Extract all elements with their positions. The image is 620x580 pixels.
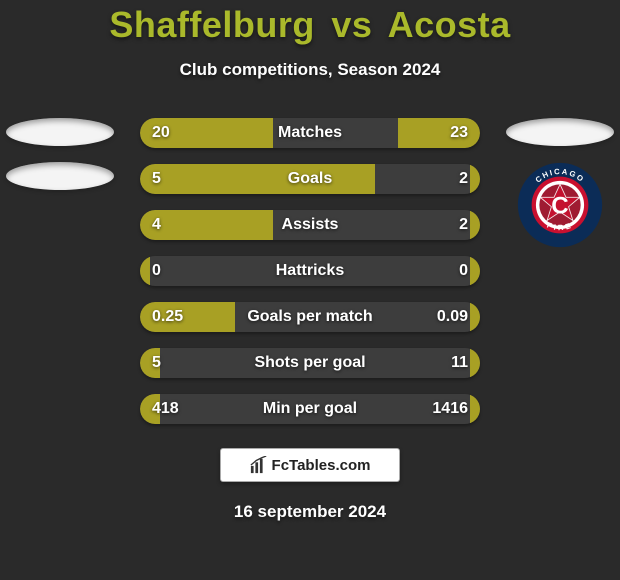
stat-value-right: 0.09 — [437, 302, 468, 332]
stats-container: Matches2023 Goals52 Assists42 Hattricks0 0 Go… — [140, 118, 480, 440]
stat-value-right: 2 — [459, 164, 468, 194]
stat-row: Shots per goal511 — [140, 348, 480, 378]
brand-chart-icon — [250, 456, 268, 474]
right-ellipse-1 — [506, 118, 614, 146]
logo-center-letter: C — [551, 193, 568, 220]
stat-row: Goals52 — [140, 164, 480, 194]
stat-label: Hattricks — [140, 256, 480, 286]
stat-bar-left — [140, 348, 160, 378]
subtitle: Club competitions, Season 2024 — [0, 60, 620, 80]
stat-bar-left — [140, 118, 273, 148]
stat-bar-right — [470, 164, 480, 194]
stat-value-right: 1416 — [432, 394, 468, 424]
stat-row: Assists42 — [140, 210, 480, 240]
left-badges — [0, 110, 120, 206]
stat-bar-right — [470, 256, 480, 286]
brand-text: FcTables.com — [272, 457, 371, 474]
left-ellipse-1 — [6, 118, 114, 146]
stat-bar-left — [140, 302, 235, 332]
title-player1: Shaffelburg — [109, 4, 315, 45]
stat-bar-left — [140, 256, 150, 286]
stat-bar-right — [470, 302, 480, 332]
date-line: 16 september 2024 — [0, 502, 620, 522]
comparison-card: Shaffelburg vs Acosta Club competitions,… — [0, 0, 620, 580]
club-logo-right: C CHICAGO FIRE — [517, 162, 603, 248]
stat-label: Shots per goal — [140, 348, 480, 378]
title-player2: Acosta — [388, 4, 511, 45]
stat-bar-left — [140, 164, 375, 194]
stat-row: Goals per match0.250.09 — [140, 302, 480, 332]
stat-bar-right — [470, 348, 480, 378]
stat-row: Matches2023 — [140, 118, 480, 148]
page-title: Shaffelburg vs Acosta — [0, 4, 620, 46]
stat-value-right: 0 — [459, 256, 468, 286]
stat-bar-right — [470, 394, 480, 424]
stat-value-right: 2 — [459, 210, 468, 240]
title-vs: vs — [331, 4, 372, 45]
stat-bar-left — [140, 394, 160, 424]
stat-bar-right — [398, 118, 480, 148]
stat-bar-right — [470, 210, 480, 240]
brand-box[interactable]: FcTables.com — [220, 448, 400, 482]
right-badges: C CHICAGO FIRE — [500, 110, 620, 248]
stat-value-right: 11 — [451, 348, 468, 378]
stat-label: Min per goal — [140, 394, 480, 424]
stat-row: Hattricks0 0 — [140, 256, 480, 286]
stat-row: Min per goal4181416 — [140, 394, 480, 424]
left-ellipse-2 — [6, 162, 114, 190]
chicago-fire-logo-icon: C CHICAGO FIRE — [517, 162, 603, 248]
stat-bar-left — [140, 210, 273, 240]
stat-value-left: 0 — [152, 256, 161, 286]
